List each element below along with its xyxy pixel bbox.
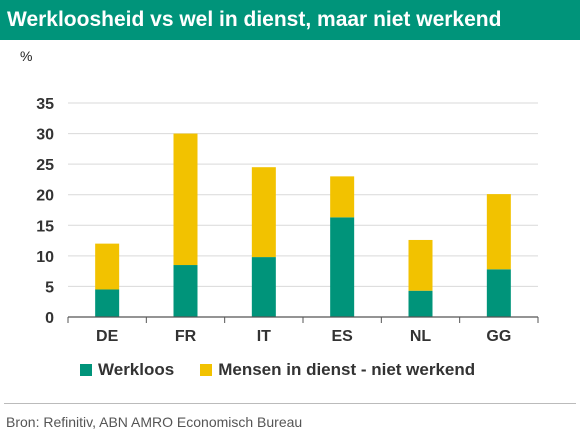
bar-es-werkloos — [330, 217, 355, 317]
bar-de-in-dienst — [95, 243, 120, 290]
y-tick-label: 10 — [36, 249, 54, 266]
x-tick-labels: DE FR IT ES NL GG — [96, 328, 511, 345]
bar-es-in-dienst — [330, 176, 355, 218]
bar-fr-werkloos — [173, 265, 198, 317]
bar-gg-werkloos — [486, 269, 511, 317]
bar-it-in-dienst — [251, 167, 276, 258]
legend-label-werkloos: Werkloos — [98, 360, 175, 379]
x-tick-label-de: DE — [96, 328, 119, 345]
bar-fr-in-dienst — [173, 133, 198, 266]
legend-label-in-dienst: Mensen in dienst - niet werkend — [218, 360, 476, 379]
divider — [4, 403, 576, 404]
bar-de-werkloos — [95, 289, 120, 317]
bar-gg-in-dienst — [486, 194, 511, 270]
y-tick-label: 15 — [36, 218, 54, 235]
stacked-bar-chart: 0 5 10 15 20 25 30 35 DE FR IT ES NL GG — [36, 96, 539, 345]
y-tick-label: 20 — [36, 188, 54, 205]
y-tick-label: 35 — [36, 96, 54, 113]
y-tick-label: 5 — [45, 279, 54, 296]
x-tick-label-nl: NL — [410, 328, 432, 345]
x-tick-label-it: IT — [257, 328, 271, 345]
y-tick-label: 30 — [36, 127, 54, 144]
y-tick-label: 0 — [45, 310, 54, 327]
x-axis — [67, 316, 539, 323]
chart-title: Werkloosheid vs wel in dienst, maar niet… — [0, 0, 580, 40]
y-tick-label: 25 — [36, 157, 54, 174]
x-tick-label-gg: GG — [486, 328, 511, 345]
legend-swatch-in-dienst — [200, 364, 213, 376]
bars — [95, 133, 511, 317]
legend-swatch-werkloos — [80, 364, 92, 376]
legend-item-werkloos: Werkloos — [80, 360, 174, 380]
legend: Werkloos Mensen in dienst - niet werkend — [80, 360, 501, 380]
gridlines — [68, 102, 538, 287]
x-tick-label-es: ES — [331, 328, 353, 345]
source-note: Bron: Refinitiv, ABN AMRO Economisch Bur… — [6, 414, 303, 430]
bar-nl-werkloos — [408, 290, 433, 317]
y-tick-labels: 0 5 10 15 20 25 30 35 — [36, 96, 54, 327]
bar-it-werkloos — [251, 257, 276, 317]
y-axis-unit: % — [20, 48, 33, 64]
bar-nl-in-dienst — [408, 239, 433, 291]
legend-item-in-dienst: Mensen in dienst - niet werkend — [200, 360, 475, 380]
x-tick-label-fr: FR — [175, 328, 197, 345]
